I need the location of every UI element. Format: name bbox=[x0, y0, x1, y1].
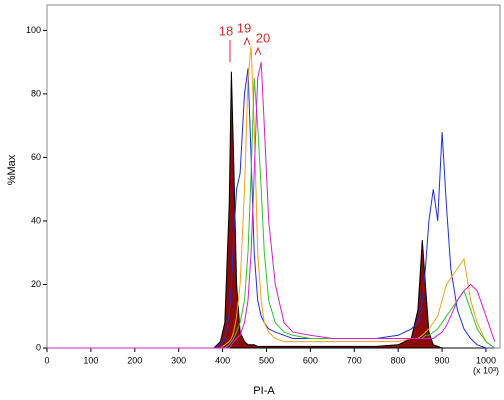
x-tick-label: 1000 bbox=[476, 355, 496, 365]
x-axis-label: PI-A bbox=[253, 385, 275, 397]
x-tick-label: 600 bbox=[303, 355, 318, 365]
x-tick-label: 800 bbox=[391, 355, 406, 365]
y-tick-label: 60 bbox=[31, 152, 41, 162]
x-tick-label: 400 bbox=[215, 355, 230, 365]
y-tick-label: 80 bbox=[31, 88, 41, 98]
x-tick-label: 100 bbox=[83, 355, 98, 365]
annotation: 18 bbox=[219, 23, 233, 38]
histogram-line bbox=[47, 62, 496, 349]
x-tick-label: 900 bbox=[435, 355, 450, 365]
annotation-arrow bbox=[243, 36, 251, 46]
histogram-area bbox=[47, 71, 495, 349]
histogram-line bbox=[47, 68, 495, 349]
y-tick-label: 0 bbox=[36, 342, 41, 352]
x-tick-label: 500 bbox=[259, 355, 274, 365]
x-tick-label: 300 bbox=[171, 355, 186, 365]
y-tick-label: 20 bbox=[31, 279, 41, 289]
y-axis-label: %Max bbox=[6, 154, 18, 185]
histogram-line bbox=[47, 46, 495, 349]
y-tick-label: 100 bbox=[26, 25, 41, 35]
x-tick-label: 0 bbox=[44, 355, 49, 365]
plot-frame bbox=[46, 4, 501, 349]
x-tick-label: 700 bbox=[347, 355, 362, 365]
x-axis-unit: (x 10³) bbox=[473, 365, 499, 375]
annotation: 20 bbox=[256, 30, 270, 45]
annotation: 19 bbox=[237, 20, 251, 35]
histogram-line bbox=[47, 77, 495, 349]
annotation-arrow bbox=[254, 46, 262, 56]
y-tick-label: 40 bbox=[31, 215, 41, 225]
x-tick-label: 200 bbox=[127, 355, 142, 365]
